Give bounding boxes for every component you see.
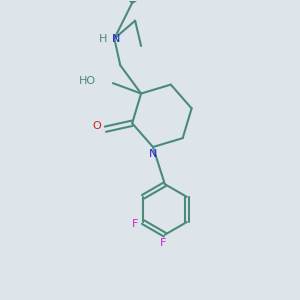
Text: F: F — [160, 238, 167, 248]
Text: N: N — [149, 148, 157, 159]
Text: O: O — [93, 121, 101, 131]
Text: N: N — [112, 34, 120, 44]
Text: F: F — [131, 219, 138, 229]
Text: H: H — [99, 34, 107, 44]
Text: HO: HO — [80, 76, 97, 86]
